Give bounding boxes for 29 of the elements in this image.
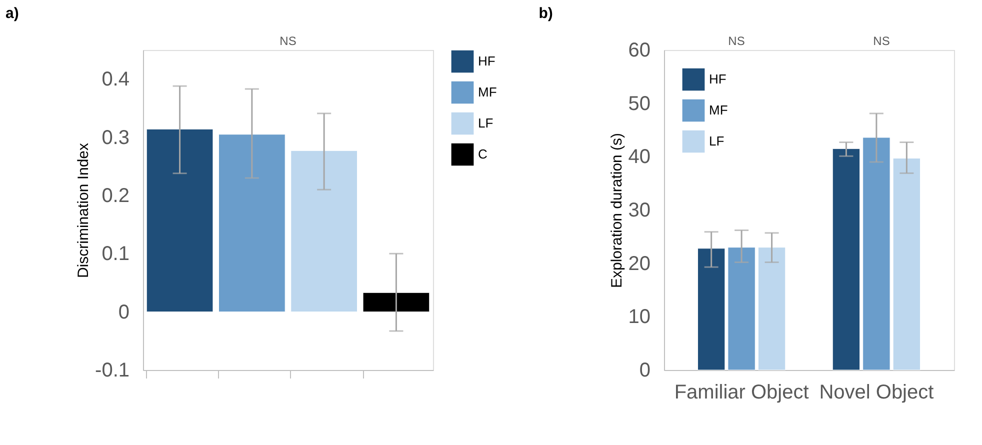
y-tick-label: 10 bbox=[628, 306, 650, 328]
y-tick-label: -0.1 bbox=[95, 360, 130, 382]
y-tick-label: 0 bbox=[118, 301, 130, 324]
y-tick-label: 30 bbox=[628, 200, 650, 222]
legend-label: HF bbox=[478, 54, 496, 68]
legend-label: HF bbox=[709, 72, 726, 86]
text: NS bbox=[873, 34, 890, 48]
legend-label: MF bbox=[709, 102, 728, 118]
text: NS bbox=[728, 34, 745, 48]
legend-label: C bbox=[478, 146, 488, 162]
y-tick-label: 20 bbox=[628, 252, 650, 275]
legend-label: LF bbox=[709, 134, 724, 148]
y-axis-title: Discrimination Index bbox=[75, 142, 92, 278]
x-tick-label: Familiar Object bbox=[674, 382, 810, 404]
y-tick-label: 0.4 bbox=[102, 68, 130, 91]
y-tick-label: 40 bbox=[628, 146, 650, 168]
y-tick-label: 0 bbox=[639, 360, 650, 382]
y-axis-title: Exploration duration (s) bbox=[608, 132, 626, 288]
y-tick-label: 0.1 bbox=[102, 243, 130, 266]
y-tick-label: 50 bbox=[628, 92, 650, 115]
x-tick-label: Novel Object bbox=[819, 382, 934, 404]
text: a) bbox=[6, 5, 19, 22]
y-tick-label: 60 bbox=[628, 40, 650, 62]
legend-label: LF bbox=[478, 116, 494, 130]
y-tick-label: 0.2 bbox=[102, 184, 130, 207]
chart-title: b) bbox=[538, 5, 553, 22]
text: NS bbox=[280, 34, 296, 48]
legend-label: MF bbox=[478, 84, 497, 100]
y-tick-label: 0.3 bbox=[102, 126, 130, 149]
